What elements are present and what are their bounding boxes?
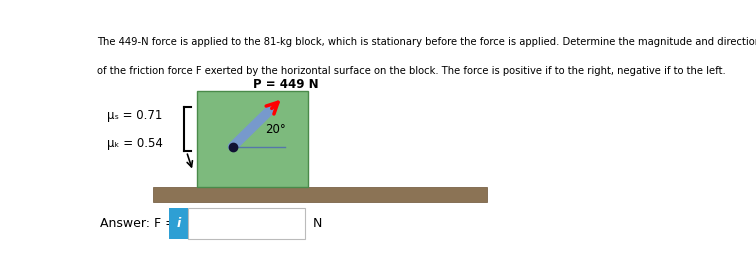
Text: 20°: 20° — [265, 123, 286, 136]
Text: μₛ = 0.71: μₛ = 0.71 — [107, 109, 163, 122]
Text: P = 449 N: P = 449 N — [253, 78, 318, 91]
Text: μₖ = 0.54: μₖ = 0.54 — [107, 137, 163, 150]
Text: i: i — [177, 217, 181, 230]
Text: Answer: F =: Answer: F = — [101, 217, 176, 230]
Bar — [197, 91, 308, 187]
Text: N: N — [312, 217, 322, 230]
Text: of the friction force F exerted by the horizontal surface on the block. The forc: of the friction force F exerted by the h… — [98, 66, 727, 76]
Text: The 449-N force is applied to the 81-kg block, which is stationary before the fo: The 449-N force is applied to the 81-kg … — [98, 37, 756, 47]
FancyBboxPatch shape — [188, 208, 305, 238]
FancyBboxPatch shape — [169, 208, 188, 238]
Bar — [153, 187, 487, 202]
